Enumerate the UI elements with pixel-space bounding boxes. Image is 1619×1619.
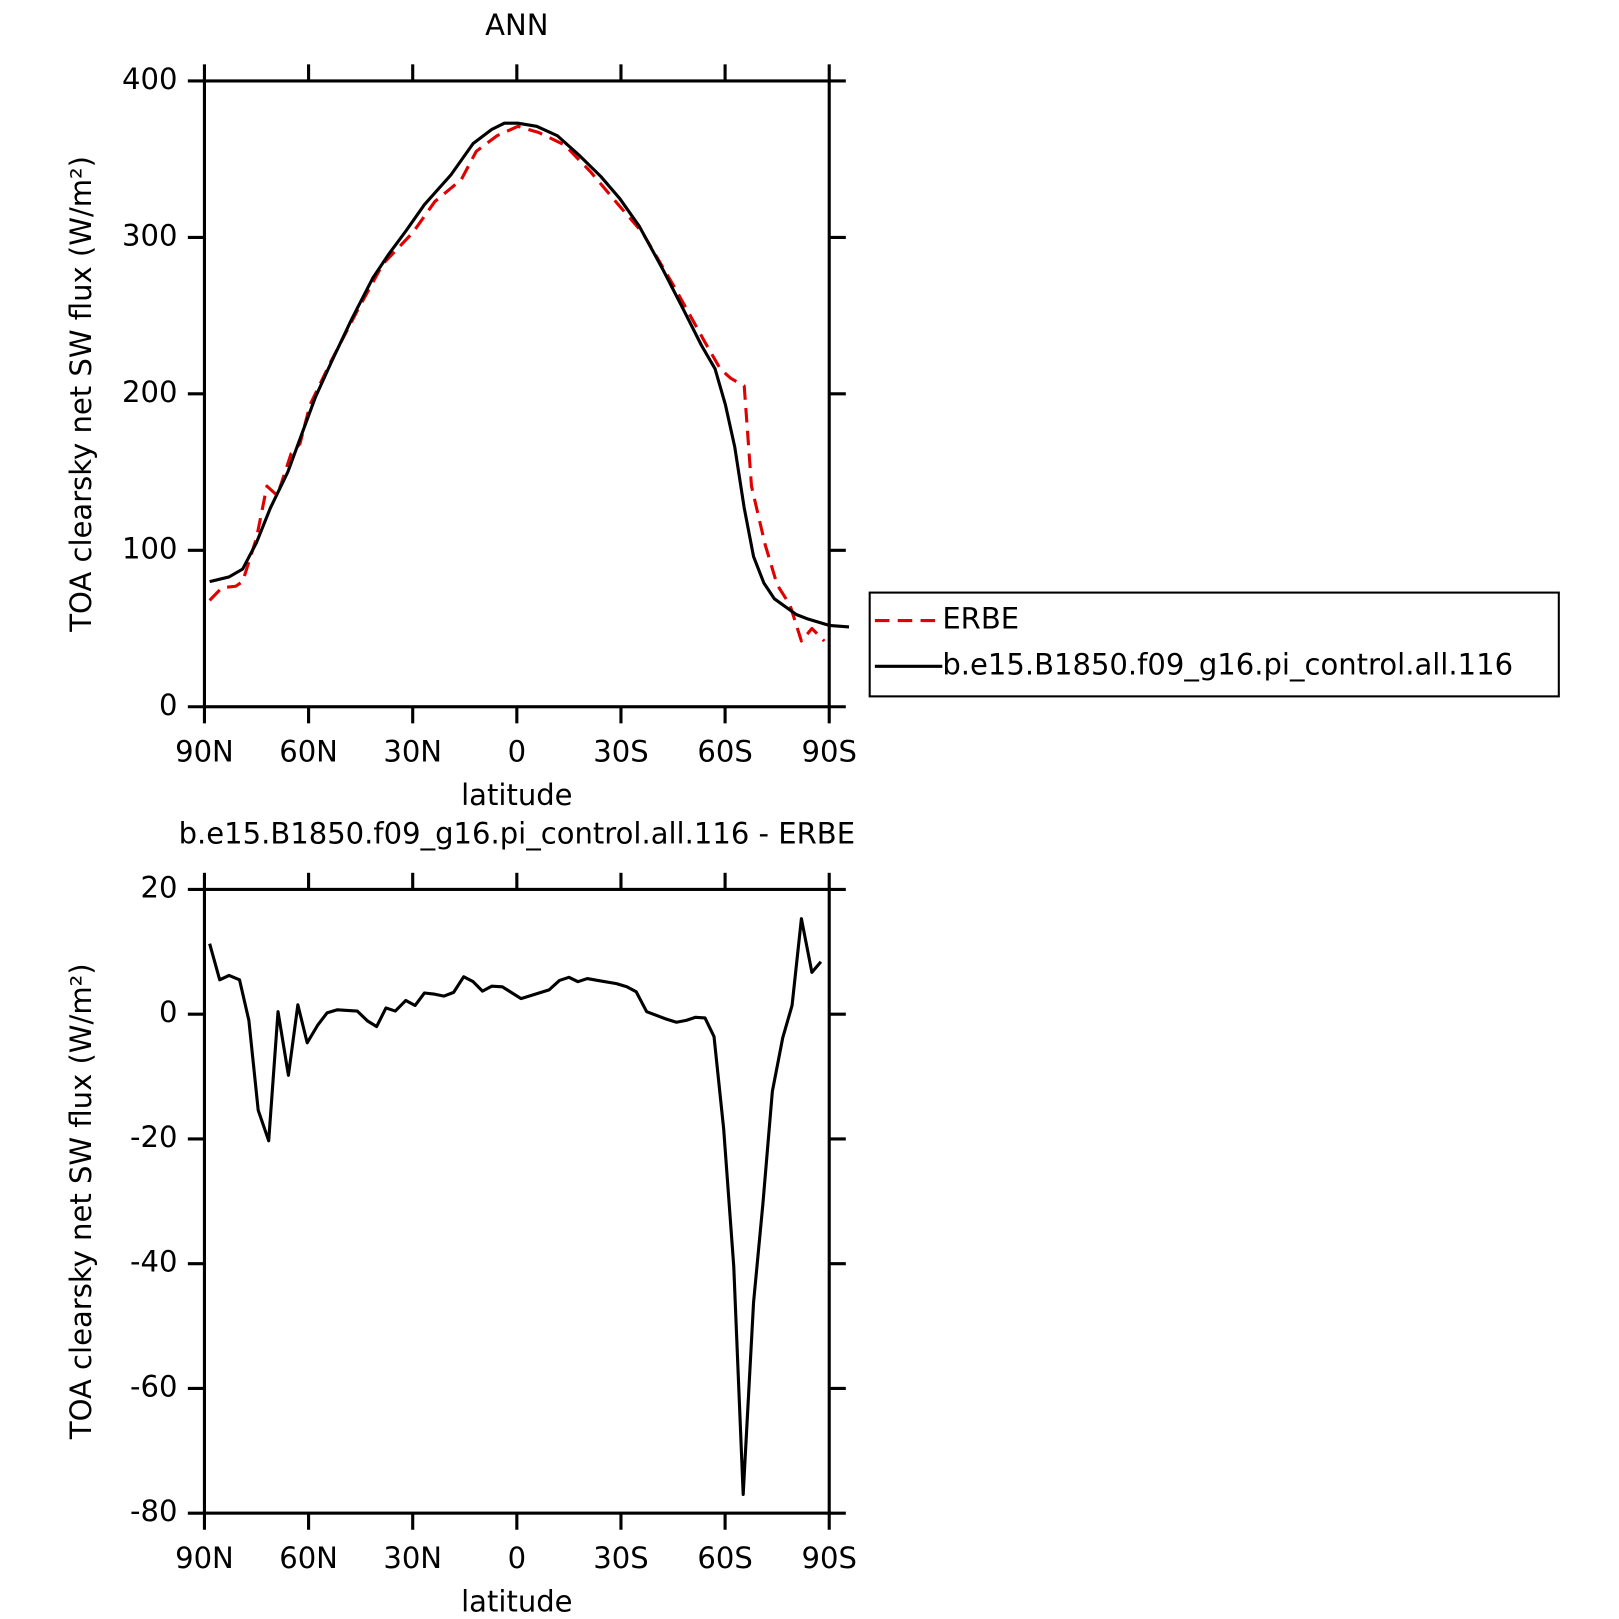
y-tick-label: 0 bbox=[159, 688, 177, 722]
x-tick-label: 90N bbox=[175, 1541, 234, 1575]
y-tick-label: 200 bbox=[122, 375, 177, 409]
x-tick-label: 60N bbox=[279, 734, 338, 768]
x-tick-label: 30N bbox=[383, 1541, 442, 1575]
y-tick-label: 100 bbox=[122, 531, 177, 565]
plot-frame bbox=[202, 887, 831, 1515]
chart-title: ANN bbox=[485, 8, 548, 42]
legend-label: b.e15.B1850.f09_g16.pi_control.all.116 bbox=[942, 647, 1513, 681]
y-tick-label: 300 bbox=[122, 218, 177, 252]
data-line bbox=[208, 917, 823, 1497]
y-tick-label: 20 bbox=[140, 870, 177, 904]
x-tick-label: 90S bbox=[802, 734, 857, 768]
x-axis-label: latitude bbox=[461, 778, 572, 812]
y-tick-label: -80 bbox=[130, 1494, 177, 1528]
plot-frame bbox=[202, 79, 831, 709]
x-tick-label: 60S bbox=[697, 1541, 752, 1575]
y-axis-label: TOA clearsky net SW flux (W/m²) bbox=[64, 963, 98, 1440]
x-axis-label: latitude bbox=[461, 1584, 572, 1618]
x-tick-label: 30S bbox=[593, 734, 648, 768]
y-tick-label: 0 bbox=[159, 995, 177, 1029]
legend-box bbox=[868, 591, 1560, 698]
y-tick-label: -20 bbox=[130, 1120, 177, 1154]
x-tick-label: 0 bbox=[508, 1541, 526, 1575]
y-axis-label: TOA clearsky net SW flux (W/m²) bbox=[64, 156, 98, 633]
chart-title: b.e15.B1850.f09_g16.pi_control.all.116 -… bbox=[179, 816, 856, 850]
legend-label: ERBE bbox=[942, 602, 1019, 636]
y-tick-label: -60 bbox=[130, 1369, 177, 1403]
data-line bbox=[209, 121, 850, 629]
x-tick-label: 60N bbox=[279, 1541, 338, 1575]
y-tick-label: -40 bbox=[130, 1245, 177, 1279]
x-tick-label: 90N bbox=[175, 734, 234, 768]
data-line bbox=[208, 124, 826, 643]
x-tick-label: 60S bbox=[697, 734, 752, 768]
x-tick-label: 30N bbox=[383, 734, 442, 768]
y-tick-label: 400 bbox=[122, 62, 177, 96]
x-tick-label: 90S bbox=[802, 1541, 857, 1575]
x-tick-label: 30S bbox=[593, 1541, 648, 1575]
x-tick-label: 0 bbox=[508, 734, 526, 768]
